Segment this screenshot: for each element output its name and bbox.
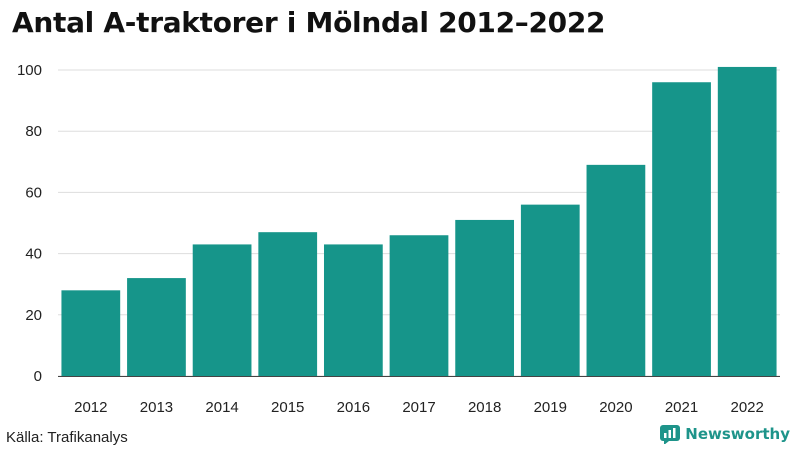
bar-2019 [520,204,580,376]
chart-title: Antal A-traktorer i Mölndal 2012–2022 [12,6,606,39]
y-tick-label-20: 20 [25,307,42,324]
y-tick-label-100: 100 [17,62,42,79]
x-tick-label-2013: 2013 [140,399,173,416]
x-tick-label-2014: 2014 [205,399,238,416]
y-tick-label-60: 60 [25,184,42,201]
bar-2014 [192,244,252,376]
x-tick-label-2020: 2020 [599,399,632,416]
x-tick-label-2015: 2015 [271,399,304,416]
brand-name: Newsworthy [685,425,790,443]
y-tick-label-0: 0 [34,368,42,385]
bar-2018 [455,219,515,376]
x-tick-label-2016: 2016 [337,399,370,416]
x-tick-label-2017: 2017 [402,399,435,416]
x-tick-label-2021: 2021 [665,399,698,416]
bar-2020 [586,164,646,376]
source-note: Källa: Trafikanalys [6,429,128,446]
x-tick-label-2022: 2022 [730,399,763,416]
bar-2017 [389,235,449,376]
x-axis-tick-labels: 2012 2013 2014 2015 2016 2017 2018 2019 2020 2021… [74,399,764,416]
bar-2012 [61,290,121,376]
y-tick-label-80: 80 [25,123,42,140]
x-tick-label-2019: 2019 [534,399,567,416]
bar-2021 [652,82,711,377]
x-tick-label-2012: 2012 [74,399,107,416]
bars [61,66,777,377]
brand-logo[interactable]: Newsworthy [660,424,790,444]
bar-2022 [717,66,777,376]
newsworthy-logo-icon [660,425,681,444]
bar-2013 [127,278,186,376]
bar-2016 [323,244,383,376]
bar-2015 [258,232,318,376]
x-tick-label-2018: 2018 [468,399,501,416]
y-tick-label-40: 40 [25,246,42,263]
y-axis-tick-labels: 0 20 40 60 80 100 [17,62,42,385]
